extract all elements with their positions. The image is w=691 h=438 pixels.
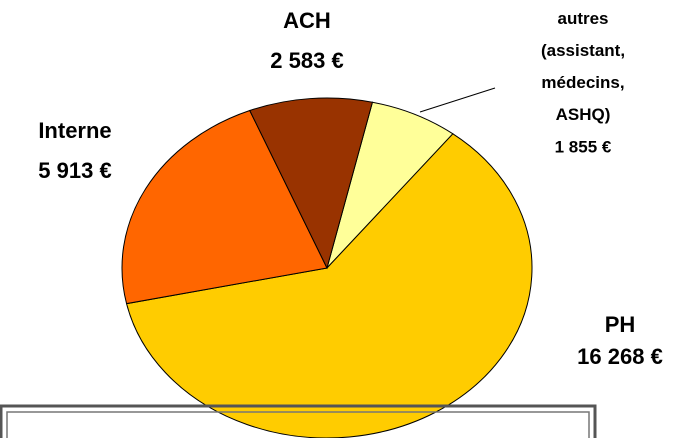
slice bbox=[249, 97, 374, 270]
leader-line bbox=[419, 87, 496, 113]
slice bbox=[121, 109, 328, 305]
category-label: autres (assistant, médecins, ASHQ) bbox=[541, 9, 625, 124]
slices bbox=[121, 97, 533, 438]
value-label: 5 913 € bbox=[38, 158, 111, 183]
value-label: 1 855 € bbox=[555, 137, 612, 156]
value-label: 2 583 € bbox=[270, 48, 343, 73]
category-label: ACH bbox=[283, 8, 331, 33]
frame bbox=[0, 404, 597, 438]
value-label: 16 268 € bbox=[577, 344, 663, 369]
frame-inner bbox=[6, 411, 590, 438]
category-label: PH bbox=[605, 312, 636, 337]
category-label: Interne bbox=[38, 118, 111, 143]
